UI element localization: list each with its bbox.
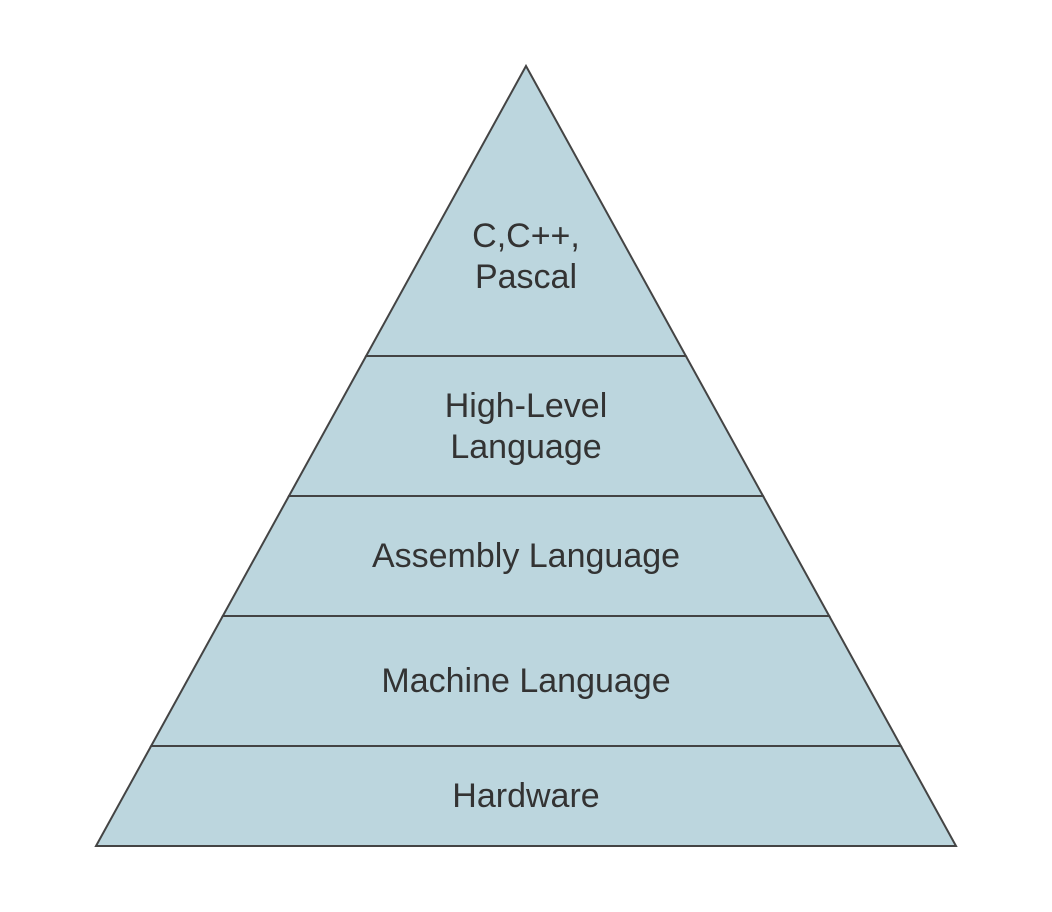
top-layer-label: C,C++, Pascal [472,216,580,298]
hardware-layer-label: Hardware [452,776,599,817]
machine-layer-label: Machine Language [381,661,670,702]
top-layer-shape [366,66,686,356]
high-level-layer-label: High-Level Language [445,386,608,468]
pyramid-diagram: C,C++, Pascal High-Level Language Assembly… [76,46,976,866]
assembly-layer-label: Assembly Language [372,536,680,577]
